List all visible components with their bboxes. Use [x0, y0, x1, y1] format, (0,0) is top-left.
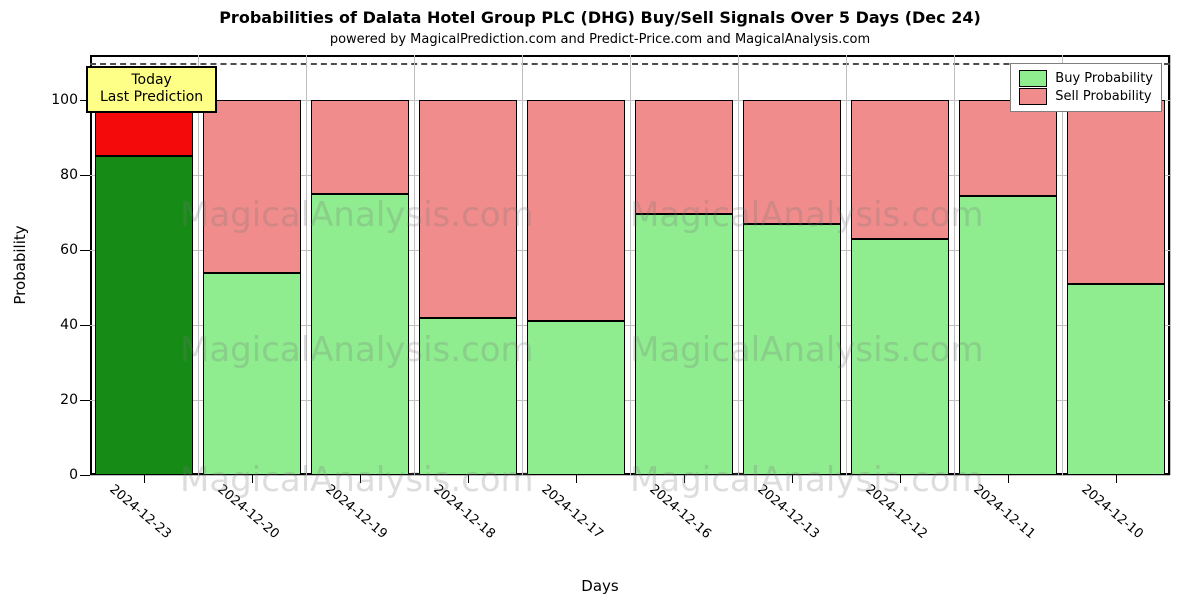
y-tick-label: 60 [60, 242, 78, 258]
x-tick [900, 475, 901, 483]
bar-buy [635, 214, 732, 475]
x-gridline [630, 55, 631, 475]
x-tick-label: 2024-12-12 [862, 482, 930, 542]
legend-row-buy: Buy Probability [1019, 70, 1153, 87]
y-tick [80, 475, 90, 476]
plot-area: 0204060801002024-12-232024-12-202024-12-… [90, 55, 1170, 475]
bar-buy [311, 194, 408, 475]
bar-sell [311, 100, 408, 194]
legend-label-sell: Sell Probability [1055, 89, 1151, 104]
y-tick [80, 175, 90, 176]
x-tick [144, 475, 145, 483]
x-gridline [414, 55, 415, 475]
x-gridline [306, 55, 307, 475]
x-axis-title: Days [0, 577, 1200, 595]
chart-title: Probabilities of Dalata Hotel Group PLC … [0, 8, 1200, 27]
x-gridline [954, 55, 955, 475]
y-tick [80, 250, 90, 251]
legend: Buy Probability Sell Probability [1010, 63, 1162, 112]
y-tick-label: 40 [60, 317, 78, 333]
bar-sell [743, 100, 840, 224]
bar-sell [1067, 100, 1164, 284]
x-tick [1116, 475, 1117, 483]
bar-buy [959, 196, 1056, 475]
today-callout: TodayLast Prediction [86, 66, 217, 113]
x-gridline [738, 55, 739, 475]
chart-wrapper: Probabilities of Dalata Hotel Group PLC … [0, 0, 1200, 600]
x-gridline [1062, 55, 1063, 475]
today-line1: Today [100, 72, 203, 90]
bar-buy [203, 273, 300, 476]
legend-swatch-buy [1019, 70, 1047, 87]
x-tick [360, 475, 361, 483]
bar-sell [203, 100, 300, 273]
x-tick-label: 2024-12-13 [754, 482, 822, 542]
bar-buy [851, 239, 948, 475]
y-tick-label: 0 [69, 467, 78, 483]
x-tick [792, 475, 793, 483]
y-tick-label: 100 [51, 92, 78, 108]
x-gridline [198, 55, 199, 475]
x-tick-label: 2024-12-23 [106, 482, 174, 542]
legend-label-buy: Buy Probability [1055, 71, 1153, 86]
chart-subtitle: powered by MagicalPrediction.com and Pre… [0, 32, 1200, 47]
bar-sell [959, 100, 1056, 196]
x-tick-label: 2024-12-17 [538, 482, 606, 542]
bar-buy [527, 321, 624, 475]
x-tick-label: 2024-12-20 [214, 482, 282, 542]
x-tick [576, 475, 577, 483]
x-tick-label: 2024-12-18 [430, 482, 498, 542]
bar-buy [1067, 284, 1164, 475]
y-axis-title: Probability [11, 225, 29, 304]
bar-sell [527, 100, 624, 321]
bar-buy [419, 318, 516, 476]
bar-buy [743, 224, 840, 475]
today-line2: Last Prediction [100, 89, 203, 107]
x-tick [1008, 475, 1009, 483]
x-gridline [522, 55, 523, 475]
bar-buy [95, 156, 192, 475]
y-tick-label: 80 [60, 167, 78, 183]
x-tick-label: 2024-12-10 [1078, 482, 1146, 542]
x-tick [252, 475, 253, 483]
y-tick [80, 325, 90, 326]
bar-sell [419, 100, 516, 318]
bar-sell [851, 100, 948, 239]
bar-sell [635, 100, 732, 214]
y-tick-label: 20 [60, 392, 78, 408]
x-tick [684, 475, 685, 483]
legend-row-sell: Sell Probability [1019, 88, 1153, 105]
x-tick-label: 2024-12-19 [322, 482, 390, 542]
x-tick-label: 2024-12-16 [646, 482, 714, 542]
x-tick-label: 2024-12-11 [970, 482, 1038, 542]
legend-swatch-sell [1019, 88, 1047, 105]
y-tick [80, 400, 90, 401]
x-tick [468, 475, 469, 483]
x-gridline [846, 55, 847, 475]
x-gridline [1170, 55, 1171, 475]
